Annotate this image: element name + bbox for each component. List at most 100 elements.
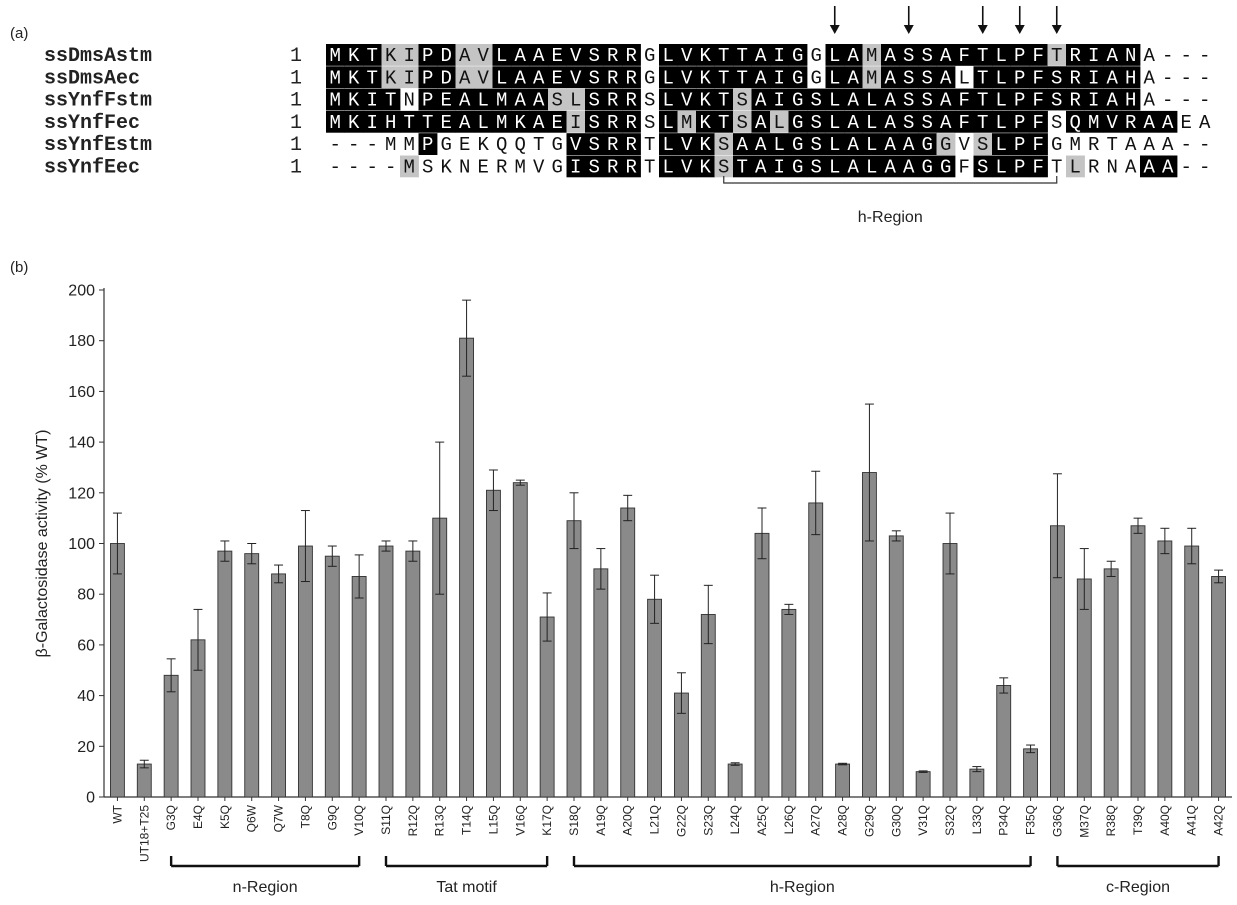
residue: P [1014,134,1025,156]
residue-shade-identical [659,88,678,111]
residue-shade-identical [603,88,623,111]
residue: S [589,157,600,179]
residue: N [404,90,415,112]
residue-shade-identical [659,44,678,66]
residue: A [940,45,952,67]
residue: V [959,134,971,156]
residue: R [607,112,618,134]
residue: A [533,67,545,89]
x-tick-label: A25Q [755,805,769,836]
residue-shade-identical [992,66,1011,89]
residue-shade-identical [1010,110,1030,133]
down-arrow-icon [903,25,914,34]
residue: K [700,157,712,179]
x-tick-label: K5Q [218,805,232,829]
residue: N [1125,45,1136,67]
residue-shade-identical [492,110,512,133]
residue: G [441,134,452,156]
residue: M [385,134,396,156]
y-tick-label: 200 [68,283,95,300]
residue-shade-identical [418,110,438,133]
y-tick-label: 100 [68,536,95,553]
residue-shade-identical [788,155,808,178]
residue: A [1162,112,1174,134]
residue: H [1125,67,1136,89]
residue: F [1033,134,1044,156]
residue: G [552,157,563,179]
x-tick-label: L15Q [486,805,500,834]
residue-shade-similar [733,88,752,111]
residue-shade-similar [455,44,475,66]
bar [459,337,475,798]
y-tick-label: 120 [68,485,95,502]
residue: S [644,112,655,134]
residue: M [496,112,507,134]
residue: G [792,157,803,179]
residue-shade-identical [1029,155,1048,178]
residue-shade-identical [862,88,882,111]
y-axis-title: β-Galactosidase activity (% WT) [34,430,51,658]
residue: K [700,112,712,134]
residue-shade-identical [381,88,401,111]
sequence-name: ssYnfFstm [44,90,152,113]
residue-shade-identical [918,44,937,66]
residue: F [1033,157,1044,179]
residue-shade-identical [807,110,826,133]
residue: A [848,67,860,89]
residue-shade-identical [936,88,956,111]
residue-shade-identical [918,133,937,155]
residue: A [515,45,527,67]
x-tick-label: G29Q [862,805,876,837]
residue: L [866,90,877,112]
bar [754,532,770,798]
residue-shade-identical [1047,66,1067,89]
residue: K [700,67,712,89]
residue: K [385,67,397,89]
residue-shade-identical [714,66,734,89]
residue-shade-identical [955,44,974,66]
residue-shade-identical [992,110,1011,133]
residue: R [607,157,618,179]
bar [593,568,609,798]
residue-shade-similar [400,155,419,178]
residue: M [1088,112,1099,134]
x-tick-label: L26Q [782,805,796,834]
x-tick-label: G30Q [889,805,903,837]
residue: R [607,90,618,112]
residue-shade-identical [418,44,438,66]
residue: G [792,90,803,112]
residue-shade-identical [918,110,937,133]
residue-shade-similar [936,133,956,155]
residue-shade-identical [437,88,456,111]
residue: T [1051,157,1062,179]
h-region-bracket-line [723,176,1058,184]
residue-shade-identical [1140,110,1159,133]
residue: V [533,157,545,179]
residue: A [940,67,952,89]
residue: L [959,67,970,89]
residue: A [533,45,545,67]
residue-shade-identical [437,44,456,66]
residue-shade-identical [511,66,530,89]
bar [109,543,125,798]
residue: D [441,45,452,67]
residue-shade-similar [381,44,401,66]
y-tick-label: 60 [77,637,95,654]
residue: M [330,67,341,89]
residue: S [903,112,914,134]
residue-shade-identical [1121,44,1141,66]
residue-shade-identical [936,155,956,178]
residue: M [866,67,877,89]
residue: L [829,112,840,134]
residue: A [885,90,897,112]
residue: L [570,90,581,112]
residue-shade-identical [696,66,715,89]
residue: L [663,67,674,89]
residue-shade-identical [474,110,493,133]
residue: L [663,112,674,134]
residue-shade-identical [677,44,697,66]
y-tick-label: 40 [77,688,95,705]
residue-shade-identical [1010,66,1030,89]
residue: P [1014,45,1025,67]
residue: T [737,67,748,89]
